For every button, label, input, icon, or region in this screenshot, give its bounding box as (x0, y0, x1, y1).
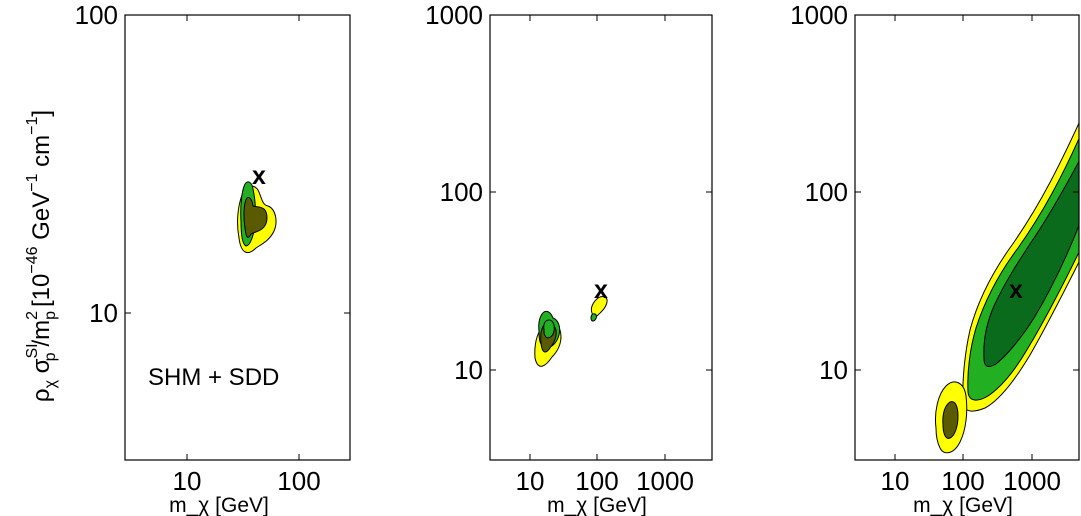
panel-1-ytick-100: 100 (75, 0, 118, 30)
panel-2-contours (535, 297, 607, 367)
panel-2-xtick-1000: 1000 (636, 466, 694, 496)
y-axis-label: ρχ σSIp/m2p[10−46 GeV−1 cm−1] (24, 110, 59, 402)
panel-2-frame (490, 15, 712, 460)
panel-1-ytick-10: 10 (89, 298, 118, 328)
panel-2: x 1000 100 10 10 100 1000 m_χ [GeV] (425, 0, 712, 516)
panel-1: x SHM + SDD 100 10 10 100 m_χ [GeV] (75, 0, 350, 516)
panel-1-xtick-100: 100 (277, 466, 320, 496)
panel-2-contour-inner-2 (544, 320, 555, 338)
panel-3-xtick-100: 100 (941, 466, 984, 496)
panel-1-marker: x (252, 162, 266, 190)
panel-2-ytick-1000: 1000 (425, 0, 483, 30)
panel-3-ytick-100: 100 (805, 177, 848, 207)
panel-1-xtick-10: 10 (173, 466, 202, 496)
panel-1-frame (125, 15, 350, 460)
panel-3-ytick-10: 10 (819, 355, 848, 385)
panel-3-marker: x (1009, 276, 1023, 304)
panel-2-xtick-10: 10 (516, 466, 545, 496)
panel-2-contour-small-green (591, 314, 597, 321)
panel-3: x 1000 100 10 10 100 1000 m_χ [GeV] (790, 0, 1081, 516)
panel-3-xtick-10: 10 (881, 466, 910, 496)
panel-2-x-axis-label: m_χ [GeV] (547, 494, 647, 516)
panel-3-x-axis-label: m_χ [GeV] (913, 494, 1013, 516)
panel-1-contours (238, 182, 276, 253)
panel-2-ytick-10: 10 (454, 355, 483, 385)
panel-3-xtick-1000: 1000 (1003, 466, 1061, 496)
panel-3-ytick-1000: 1000 (790, 0, 848, 30)
panel-2-marker: x (594, 276, 608, 304)
panel-2-xtick-100: 100 (575, 466, 618, 496)
svg-text:ρχ σSIp/m2p[10−46 GeV−1 cm−1]: ρχ σSIp/m2p[10−46 GeV−1 cm−1] (24, 110, 59, 402)
panel-2-ytick-100: 100 (440, 177, 483, 207)
panel-1-x-axis-label: m_χ [GeV] (169, 494, 269, 516)
panel-1-annotation: SHM + SDD (148, 364, 279, 391)
